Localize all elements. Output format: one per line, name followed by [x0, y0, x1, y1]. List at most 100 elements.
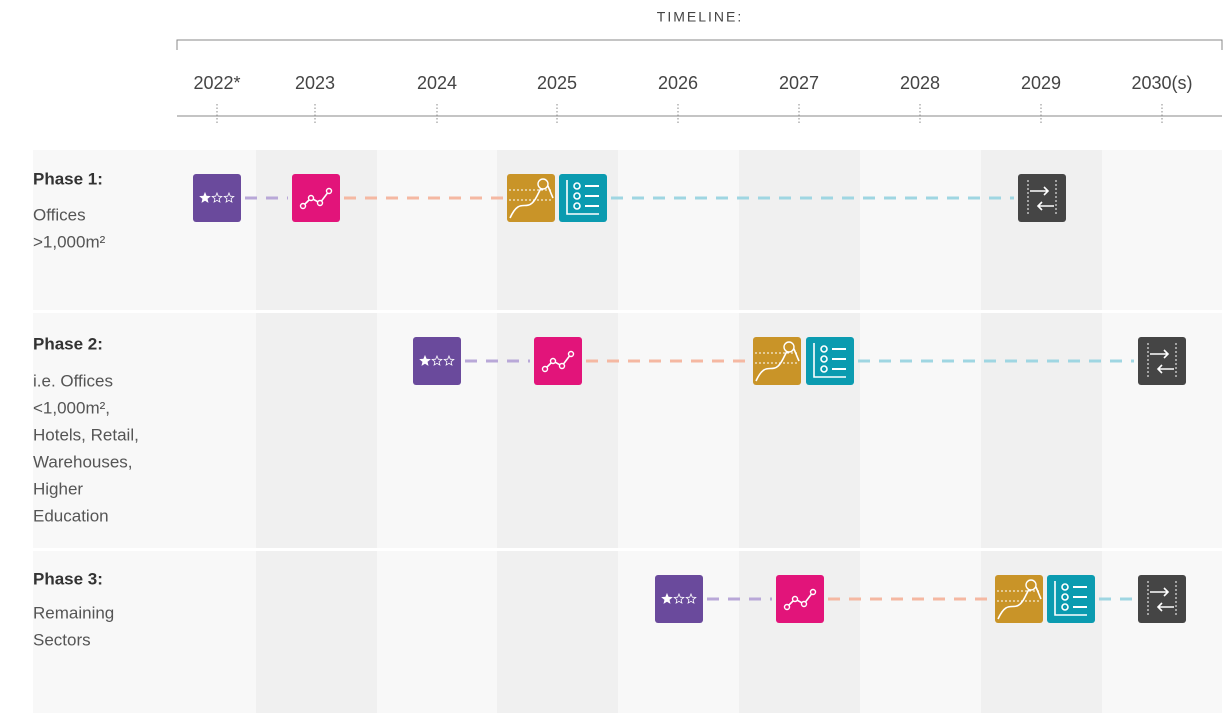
phase-description: <1,000m²,	[33, 398, 110, 417]
arrow-right	[1150, 349, 1170, 359]
icon-box	[776, 575, 824, 623]
teal-icon	[806, 337, 854, 385]
arrow-left	[1156, 602, 1174, 612]
phase-description: Offices	[33, 205, 86, 224]
year-label: 2024	[417, 73, 457, 93]
pink-icon	[534, 337, 582, 385]
item	[573, 202, 581, 210]
year-label: 2030(s)	[1131, 73, 1192, 93]
star	[211, 191, 223, 203]
year-label: 2022*	[193, 73, 240, 93]
trend-point	[809, 588, 817, 596]
icon-box	[655, 575, 703, 623]
trend-line	[786, 591, 814, 608]
pink-icon	[776, 575, 824, 623]
purple-icon	[193, 174, 241, 222]
pink-icon	[292, 174, 340, 222]
year-label: 2023	[295, 73, 335, 93]
arrow-right	[1150, 587, 1170, 597]
trend-line	[544, 353, 572, 370]
coin	[783, 341, 795, 353]
arrow-left	[1036, 201, 1054, 211]
icon-box	[193, 174, 241, 222]
trend-point	[541, 365, 549, 373]
frame	[566, 180, 599, 215]
phase-title: Phase 2:	[33, 334, 103, 353]
trend-point	[558, 362, 566, 370]
star	[199, 191, 211, 203]
trend-line	[302, 190, 330, 207]
item	[820, 345, 828, 353]
gold-icon	[995, 575, 1043, 623]
arrow-right	[1030, 186, 1050, 196]
timeline-title: TIMELINE:	[657, 9, 743, 25]
purple-icon	[655, 575, 703, 623]
frame	[1054, 581, 1087, 616]
teal-icon	[559, 174, 607, 222]
purple-icon	[413, 337, 461, 385]
dark-icon	[1018, 174, 1066, 222]
column-band	[981, 313, 1102, 548]
year-label: 2028	[900, 73, 940, 93]
year-label: 2027	[779, 73, 819, 93]
icon-box	[1018, 174, 1066, 222]
phase-description: Sectors	[33, 630, 91, 649]
phase-description: Education	[33, 506, 109, 525]
column-band	[497, 551, 618, 713]
trend-point	[567, 350, 575, 358]
year-label: 2025	[537, 73, 577, 93]
dark-icon	[1138, 337, 1186, 385]
icon-box	[1138, 575, 1186, 623]
phase-title: Phase 1:	[33, 169, 103, 188]
background	[33, 150, 1222, 713]
icon-box	[292, 174, 340, 222]
item	[573, 192, 581, 200]
star	[661, 592, 673, 604]
phase-description: >1,000m²	[33, 232, 106, 251]
star	[673, 592, 685, 604]
teal-icon	[1047, 575, 1095, 623]
phase-title: Phase 3:	[33, 569, 103, 588]
star	[431, 354, 443, 366]
dark-icon	[1138, 575, 1186, 623]
column-band	[256, 551, 377, 713]
icon-box	[1138, 337, 1186, 385]
item	[573, 182, 581, 190]
trend-point	[783, 603, 791, 611]
gold-icon	[753, 337, 801, 385]
item	[1061, 603, 1069, 611]
gold-icon	[507, 174, 555, 222]
star	[419, 354, 431, 366]
trend-point	[325, 187, 333, 195]
icon-box	[413, 337, 461, 385]
trend-point	[299, 202, 307, 210]
trend-point	[549, 357, 557, 365]
icon-box	[534, 337, 582, 385]
phase-description: Higher	[33, 479, 83, 498]
phase-description: Hotels, Retail,	[33, 425, 139, 444]
phase-description: i.e. Offices	[33, 371, 113, 390]
year-label: 2026	[658, 73, 698, 93]
item	[1061, 583, 1069, 591]
coin	[1025, 579, 1037, 591]
timeline-bracket	[176, 39, 1223, 50]
trend-point	[791, 595, 799, 603]
column-band	[256, 313, 377, 548]
coin	[537, 178, 549, 190]
phase-description: Warehouses,	[33, 452, 133, 471]
star	[685, 592, 697, 604]
trend-point	[800, 600, 808, 608]
content: 2022* 2023 2024 2025 2026 2027 2028 2029 2030(s)…	[33, 73, 1193, 650]
frame	[813, 343, 846, 378]
item	[820, 365, 828, 373]
arrow-left	[1156, 364, 1174, 374]
star	[443, 354, 455, 366]
column-band	[739, 150, 860, 310]
trend-point	[307, 194, 315, 202]
trend-point	[316, 199, 324, 207]
item	[820, 355, 828, 363]
item	[1061, 593, 1069, 601]
year-label: 2029	[1021, 73, 1061, 93]
phase-description: Remaining	[33, 603, 114, 622]
